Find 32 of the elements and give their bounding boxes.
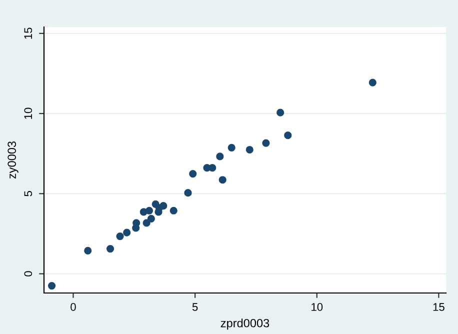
point <box>160 202 168 210</box>
point <box>145 206 154 214</box>
point <box>184 189 192 197</box>
x-tick-label: 10 <box>312 303 323 311</box>
point <box>218 176 226 184</box>
point <box>48 282 56 290</box>
y-tick-label: 5 <box>24 191 32 196</box>
point <box>147 214 155 222</box>
point <box>208 164 216 172</box>
point <box>262 139 270 147</box>
point <box>84 246 92 254</box>
y-axis-title: zy0003 <box>8 141 18 179</box>
x-tick-label: 5 <box>192 303 198 311</box>
point <box>189 170 197 178</box>
point <box>276 108 284 116</box>
y-tick-label: 10 <box>24 108 32 119</box>
y-tick-label: 0 <box>24 271 32 276</box>
point <box>142 219 150 227</box>
point <box>246 146 254 154</box>
x-tick-label: 0 <box>70 303 76 311</box>
point <box>123 228 131 236</box>
x-tick-label: 15 <box>433 303 444 311</box>
point <box>216 152 224 160</box>
point <box>132 219 140 227</box>
point <box>170 206 178 214</box>
point <box>116 232 124 240</box>
point <box>106 244 114 253</box>
point <box>228 144 236 152</box>
y-tick-label: 15 <box>24 28 32 39</box>
point <box>368 78 376 86</box>
x-axis-title: zprd0003 <box>220 318 270 330</box>
point <box>284 132 292 140</box>
